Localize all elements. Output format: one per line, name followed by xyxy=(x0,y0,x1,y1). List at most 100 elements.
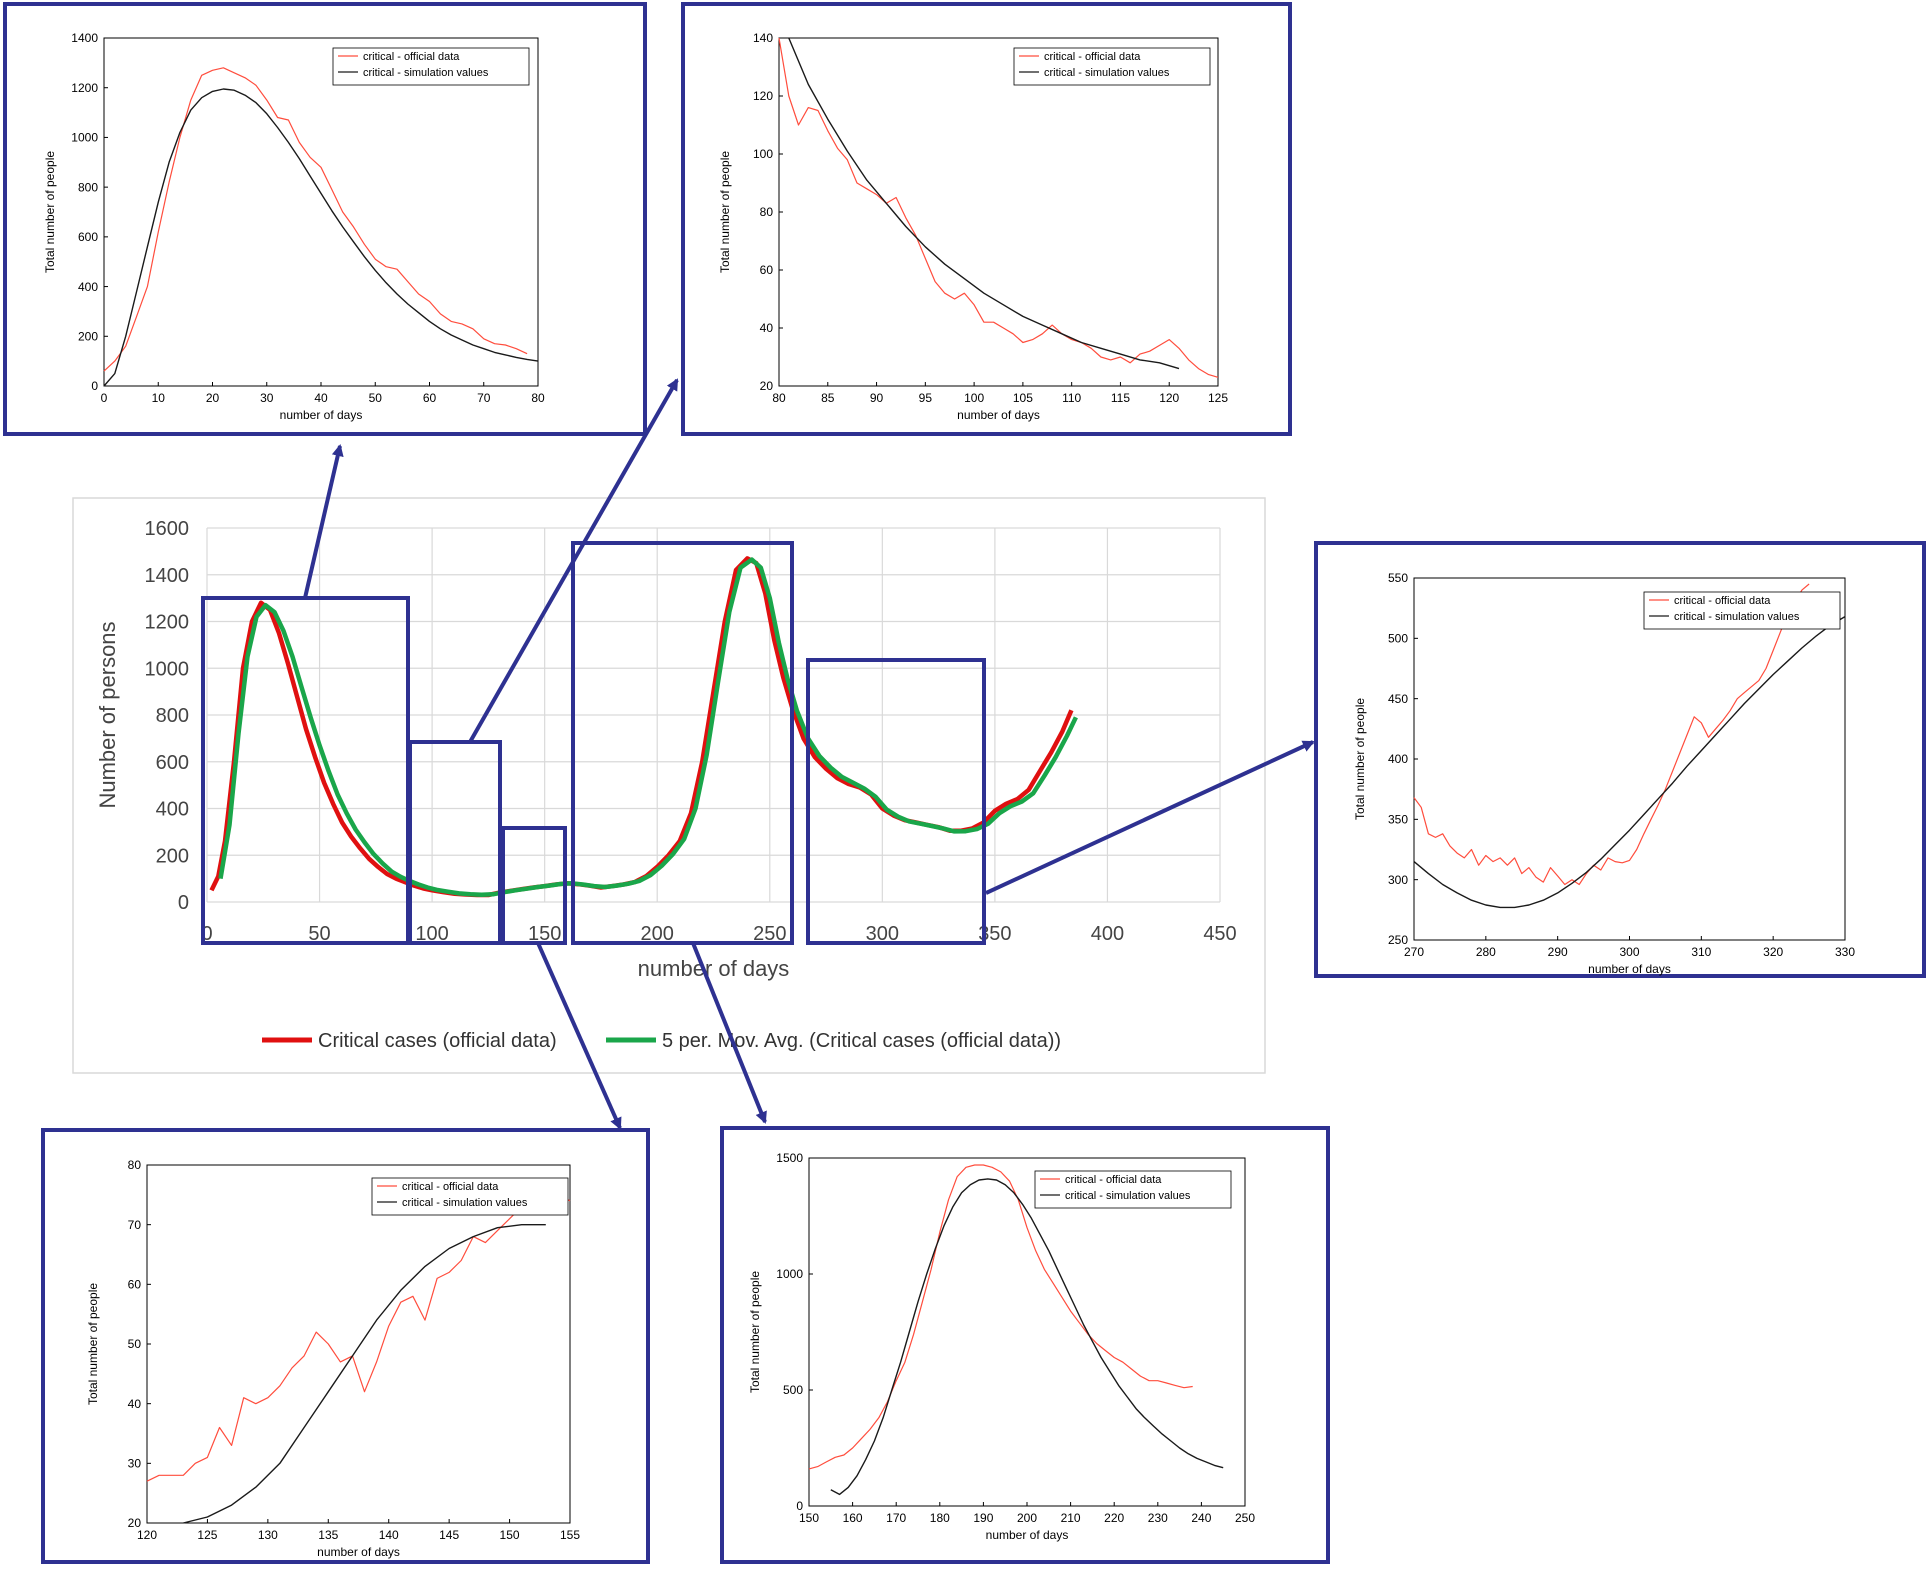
x-tick-label: 240 xyxy=(1191,1511,1211,1525)
y-tick-label: 1400 xyxy=(71,31,98,45)
series-line-2 xyxy=(830,1178,1224,1496)
inset5-chart: 150 160 170 180 190 200 210 220 230 240 250 0 500 100… xyxy=(720,1126,1330,1564)
y-tick-label: 450 xyxy=(1388,692,1408,706)
callout-arrow xyxy=(303,444,344,599)
x-axis-label: number of days xyxy=(1588,962,1671,976)
series-line-2 xyxy=(103,88,539,387)
x-tick-label: 210 xyxy=(1061,1511,1081,1525)
x-tick-label: 170 xyxy=(886,1511,906,1525)
callout-arrow xyxy=(985,740,1315,895)
x-tick-label: 330 xyxy=(1835,945,1855,959)
y-tick-label: 400 xyxy=(156,799,189,821)
x-tick-label: 155 xyxy=(560,1528,580,1542)
x-tick-label: 80 xyxy=(531,391,545,405)
x-tick-label: 30 xyxy=(260,391,274,405)
x-tick-label: 90 xyxy=(870,391,884,405)
x-tick-label: 120 xyxy=(1159,391,1179,405)
y-tick-label: 120 xyxy=(753,89,773,103)
arrows xyxy=(303,378,1315,1130)
x-tick-label: 80 xyxy=(772,391,786,405)
x-tick-label: 150 xyxy=(528,923,561,945)
x-tick-label: 100 xyxy=(964,391,984,405)
x-tick-label: 230 xyxy=(1148,1511,1168,1525)
legend-box xyxy=(1643,591,1841,630)
x-tick-label: 100 xyxy=(415,923,448,945)
inset1-frame xyxy=(3,2,647,436)
region-boxes xyxy=(201,541,986,945)
x-tick-label: 300 xyxy=(1619,945,1639,959)
callout-arrow xyxy=(468,378,679,743)
x-tick-label: 150 xyxy=(500,1528,520,1542)
main-chart: 0 50 100 150 200 250 300 350 400 450 0 200 400 600 800… xyxy=(72,497,1266,1074)
series-line-2 xyxy=(1413,615,1846,909)
y-tick-label: 140 xyxy=(753,31,773,45)
highlight-region-box xyxy=(571,541,794,945)
y-tick-label: 50 xyxy=(128,1337,142,1351)
y-tick-label: 0 xyxy=(796,1499,803,1513)
y-tick-label: 200 xyxy=(78,329,98,343)
y-tick-label: 30 xyxy=(128,1457,142,1471)
legend-entry: critical - official data xyxy=(1065,1174,1162,1186)
legend-entry: critical - simulation values xyxy=(1044,67,1170,79)
x-tick-label: 450 xyxy=(1203,923,1236,945)
legend-entry: Critical cases (official data) xyxy=(318,1030,557,1052)
legend-entry: critical - official data xyxy=(1044,51,1141,63)
y-tick-label: 300 xyxy=(1388,873,1408,887)
legend-entry: critical - official data xyxy=(363,51,460,63)
y-axis-label: Total number of people xyxy=(748,1271,762,1393)
y-axis-label: Total number of people xyxy=(718,151,732,273)
series-line-1 xyxy=(1413,583,1810,886)
x-tick-label: 120 xyxy=(137,1528,157,1542)
y-tick-label: 800 xyxy=(156,705,189,727)
y-tick-label: 70 xyxy=(128,1218,142,1232)
y-tick-label: 0 xyxy=(178,892,189,914)
inset2-chart: 80 85 90 95 100 105 110 115 120 125 20 40 60 80 100 120… xyxy=(681,2,1292,436)
legend-box xyxy=(371,1177,569,1216)
y-tick-label: 200 xyxy=(156,845,189,867)
x-tick-label: 400 xyxy=(1091,923,1124,945)
y-axis-label: Number of persons xyxy=(95,621,120,808)
x-tick-label: 250 xyxy=(753,923,786,945)
y-tick-label: 40 xyxy=(128,1397,142,1411)
legend-entry: critical - simulation values xyxy=(363,67,489,79)
y-tick-label: 1000 xyxy=(145,658,190,680)
highlight-region-box xyxy=(408,740,502,945)
callout-arrow xyxy=(536,942,622,1130)
x-tick-label: 130 xyxy=(258,1528,278,1542)
x-axis-label: number of days xyxy=(638,956,790,981)
x-tick-label: 95 xyxy=(919,391,933,405)
x-tick-label: 135 xyxy=(318,1528,338,1542)
highlight-region-box xyxy=(806,658,986,945)
callout-arrow xyxy=(691,942,767,1124)
y-tick-label: 1400 xyxy=(145,565,190,587)
x-tick-label: 290 xyxy=(1548,945,1568,959)
x-tick-label: 300 xyxy=(866,923,899,945)
y-tick-label: 1200 xyxy=(71,81,98,95)
x-tick-label: 110 xyxy=(1062,391,1081,405)
x-tick-label: 350 xyxy=(978,923,1011,945)
y-tick-label: 1200 xyxy=(145,612,190,634)
legend-entry: critical - official data xyxy=(1674,595,1771,607)
x-tick-label: 10 xyxy=(152,391,166,405)
y-tick-label: 1500 xyxy=(776,1151,803,1165)
y-tick-label: 500 xyxy=(1388,632,1408,646)
legend-entry: 5 per. Mov. Avg. (Critical cases (offici… xyxy=(662,1030,1061,1052)
x-tick-label: 140 xyxy=(379,1528,399,1542)
x-axis-label: number of days xyxy=(986,1528,1069,1542)
series-line-1 xyxy=(103,67,528,372)
main-chart: 0 50 100 150 200 250 300 350 400 450 0 200 400 600 800… xyxy=(72,497,1266,1074)
y-tick-label: 0 xyxy=(91,379,98,393)
series-line-2 xyxy=(788,37,1180,370)
legend-box xyxy=(1013,47,1211,86)
x-axis-label: number of days xyxy=(957,408,1040,422)
x-tick-label: 220 xyxy=(1104,1511,1124,1525)
main-chart-area xyxy=(72,497,1266,1074)
y-axis-label: Total number of people xyxy=(86,1283,100,1405)
y-tick-label: 80 xyxy=(760,205,774,219)
series-line-1 xyxy=(808,1164,1193,1470)
inset1-chart: 0 10 20 30 40 50 60 70 8002004006008001000120014… xyxy=(3,2,647,436)
y-tick-label: 400 xyxy=(1388,752,1408,766)
x-tick-label: 60 xyxy=(423,391,437,405)
y-tick-label: 1000 xyxy=(71,131,98,145)
x-tick-label: 125 xyxy=(1208,391,1228,405)
